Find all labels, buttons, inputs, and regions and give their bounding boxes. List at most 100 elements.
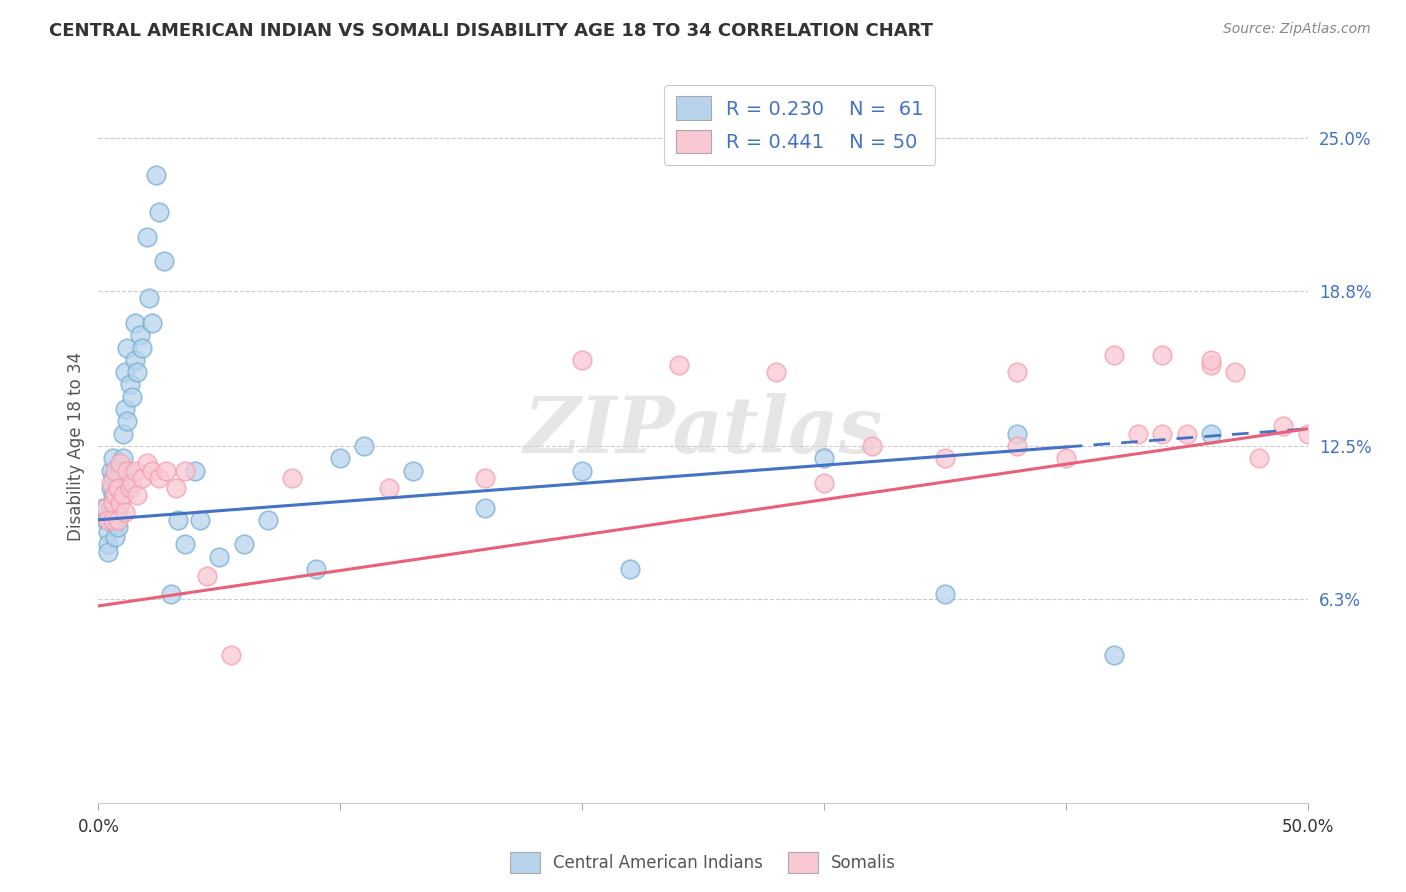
Point — [97, 545, 120, 559]
Point — [131, 471, 153, 485]
Point — [121, 390, 143, 404]
Point — [1054, 451, 1077, 466]
Point — [101, 471, 124, 485]
Point — [402, 464, 425, 478]
Point — [124, 352, 146, 367]
Point — [148, 471, 170, 485]
Point — [934, 587, 956, 601]
Point — [184, 464, 207, 478]
Point — [571, 352, 593, 367]
Point — [114, 365, 136, 379]
Point — [1199, 352, 1222, 367]
Point — [1128, 426, 1150, 441]
Point — [108, 495, 131, 509]
Point — [124, 464, 146, 478]
Point — [152, 254, 174, 268]
Point — [117, 414, 139, 428]
Point — [107, 481, 129, 495]
Point — [174, 464, 197, 478]
Point — [107, 505, 129, 519]
Point — [208, 549, 231, 564]
Point — [118, 481, 141, 495]
Point — [97, 513, 120, 527]
Point — [104, 505, 127, 519]
Point — [101, 451, 124, 466]
Point — [111, 464, 134, 478]
Point — [100, 475, 122, 490]
Point — [1272, 419, 1295, 434]
Point — [97, 525, 120, 540]
Point — [111, 426, 134, 441]
Point — [121, 475, 143, 490]
Point — [1102, 348, 1125, 362]
Point — [128, 328, 150, 343]
Point — [1199, 426, 1222, 441]
Point — [117, 464, 139, 478]
Point — [101, 495, 124, 509]
Point — [107, 520, 129, 534]
Point — [145, 169, 167, 183]
Point — [167, 513, 190, 527]
Point — [131, 341, 153, 355]
Point — [97, 537, 120, 551]
Point — [118, 377, 141, 392]
Point — [94, 500, 117, 515]
Point — [104, 488, 127, 502]
Text: Source: ZipAtlas.com: Source: ZipAtlas.com — [1223, 22, 1371, 37]
Point — [100, 481, 122, 495]
Point — [1102, 648, 1125, 662]
Text: CENTRAL AMERICAN INDIAN VS SOMALI DISABILITY AGE 18 TO 34 CORRELATION CHART: CENTRAL AMERICAN INDIAN VS SOMALI DISABI… — [49, 22, 934, 40]
Point — [165, 481, 187, 495]
Point — [305, 562, 328, 576]
Legend: R = 0.230    N =  61, R = 0.441    N = 50: R = 0.230 N = 61, R = 0.441 N = 50 — [664, 85, 935, 165]
Point — [813, 475, 835, 490]
Point — [135, 230, 157, 244]
Point — [108, 456, 131, 470]
Point — [135, 456, 157, 470]
Point — [353, 439, 375, 453]
Point — [329, 451, 352, 466]
Point — [104, 517, 127, 532]
Point — [474, 471, 496, 485]
Point — [101, 488, 124, 502]
Point — [221, 648, 243, 662]
Point — [571, 464, 593, 478]
Point — [141, 316, 163, 330]
Point — [1152, 348, 1174, 362]
Point — [1152, 426, 1174, 441]
Point — [160, 587, 183, 601]
Point — [174, 537, 197, 551]
Point — [474, 500, 496, 515]
Point — [104, 530, 127, 544]
Point — [111, 488, 134, 502]
Point — [111, 451, 134, 466]
Point — [94, 513, 117, 527]
Point — [668, 358, 690, 372]
Point — [117, 341, 139, 355]
Point — [860, 439, 883, 453]
Point — [108, 464, 131, 478]
Point — [107, 475, 129, 490]
Point — [100, 464, 122, 478]
Legend: Central American Indians, Somalis: Central American Indians, Somalis — [503, 846, 903, 880]
Point — [148, 205, 170, 219]
Point — [1249, 451, 1271, 466]
Point — [114, 402, 136, 417]
Point — [108, 481, 131, 495]
Point — [1007, 439, 1029, 453]
Point — [619, 562, 641, 576]
Point — [124, 316, 146, 330]
Point — [104, 464, 127, 478]
Text: ZIPatlas: ZIPatlas — [523, 393, 883, 470]
Point — [765, 365, 787, 379]
Point — [256, 513, 278, 527]
Point — [1007, 426, 1029, 441]
Point — [1223, 365, 1246, 379]
Point — [1007, 365, 1029, 379]
Point — [195, 569, 218, 583]
Point — [1296, 426, 1319, 441]
Point — [1199, 358, 1222, 372]
Point — [1175, 426, 1198, 441]
Point — [91, 500, 114, 515]
Point — [107, 513, 129, 527]
